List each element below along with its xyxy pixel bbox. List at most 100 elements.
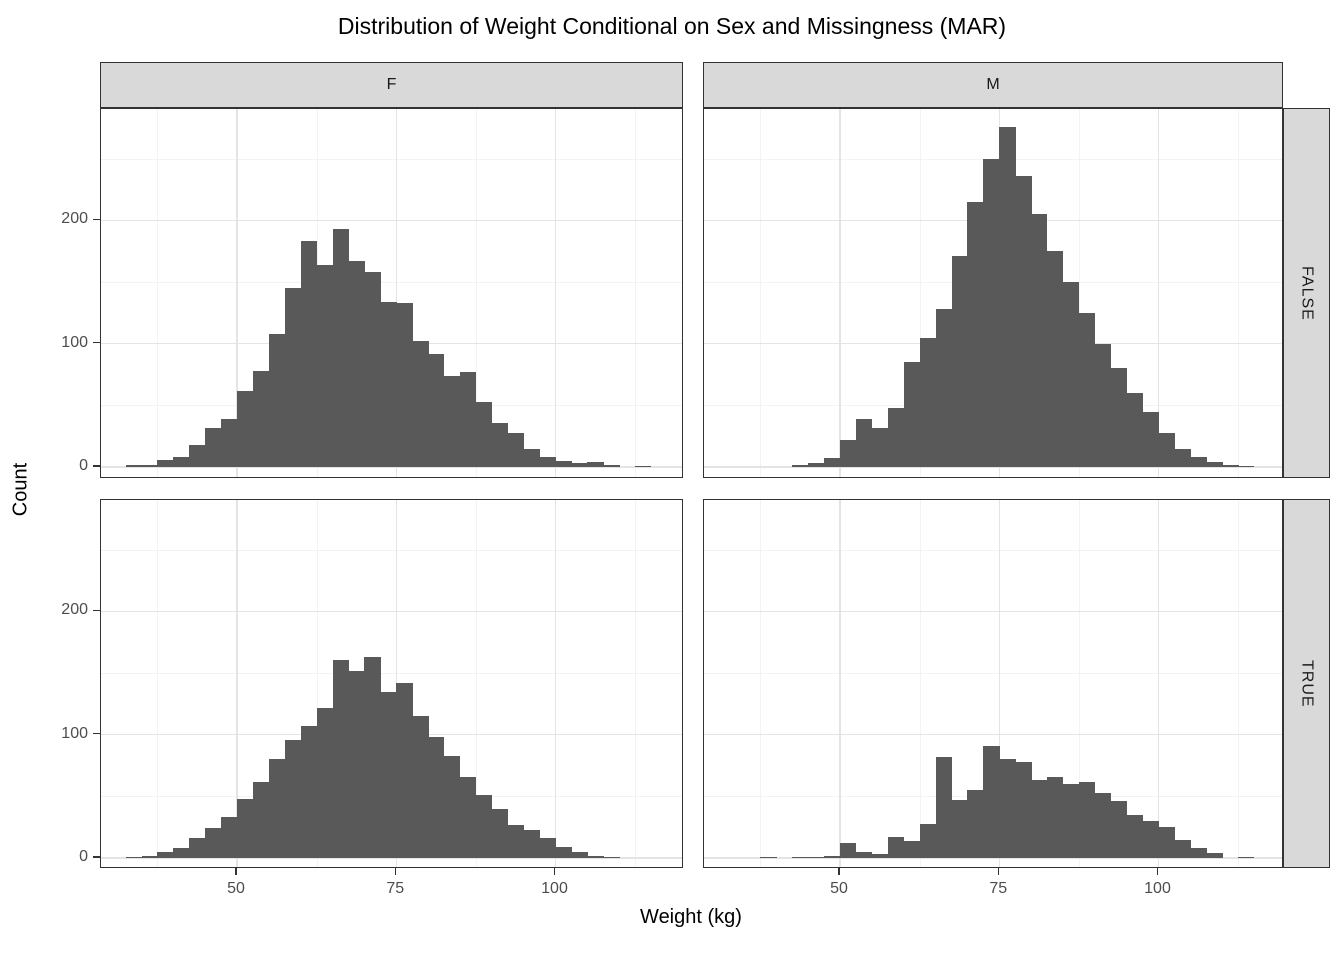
x-axis-tick-label: 75: [989, 880, 1008, 897]
histogram-bar: [1094, 792, 1112, 858]
gridline-major-x: [554, 109, 557, 477]
gridline-major-y: [704, 733, 1282, 736]
gridline-major-x: [1157, 500, 1160, 867]
histogram-bar: [364, 657, 381, 858]
histogram-bar: [252, 781, 270, 858]
histogram-bar: [173, 848, 190, 858]
histogram-bar: [364, 272, 381, 467]
histogram-bar: [539, 838, 556, 858]
facet-strip-missing-false: FALSE: [1283, 108, 1330, 478]
histogram-bar: [871, 854, 889, 858]
histogram-bar: [332, 659, 349, 858]
histogram-bar: [871, 427, 889, 467]
histogram-bar: [507, 432, 525, 467]
histogram-bar: [760, 856, 777, 858]
histogram-bar: [189, 444, 206, 467]
histogram-bar: [316, 264, 333, 467]
x-axis-tick-label: 100: [541, 880, 568, 897]
histogram-bar: [1142, 411, 1159, 467]
histogram-bar: [141, 855, 158, 858]
histogram-bar: [824, 458, 841, 467]
facet-strip-label-m: M: [986, 76, 1000, 93]
histogram-bar: [205, 828, 222, 858]
facet-strip-sex-m: M: [703, 62, 1283, 108]
histogram-bar: [824, 855, 841, 858]
histogram-bar: [460, 776, 477, 858]
x-axis-title: Weight (kg): [640, 906, 742, 928]
histogram-bar: [428, 737, 445, 858]
histogram-bar: [523, 448, 540, 467]
histogram-bar: [1110, 368, 1128, 467]
histogram-bar: [887, 837, 905, 858]
gridline-major-x: [554, 500, 557, 867]
y-axis-tick-label: 0: [79, 457, 88, 474]
histogram-bar: [635, 465, 652, 467]
gridline-minor-x: [1238, 500, 1240, 867]
facet-strip-label-true: TRUE: [1298, 659, 1316, 708]
panel-m-true: [703, 499, 1283, 868]
gridline-minor-x: [316, 500, 318, 867]
gridline-major-y: [704, 857, 1282, 859]
histogram-bar: [792, 464, 809, 467]
histogram-bar: [1047, 251, 1064, 467]
histogram-bar: [268, 759, 286, 858]
x-axis-tick: [553, 868, 556, 875]
histogram-bar: [1063, 282, 1080, 467]
histogram-bar: [840, 843, 857, 858]
histogram-bar: [1078, 312, 1096, 467]
histogram-bar: [412, 716, 429, 858]
gridline-major-x: [395, 109, 397, 477]
y-axis-tick-label: 200: [61, 601, 88, 619]
histogram-bar: [475, 795, 493, 858]
histogram-bar: [316, 707, 333, 858]
gridline-major-y: [101, 857, 682, 859]
histogram-bar: [141, 464, 158, 467]
gridline-minor-x: [1078, 500, 1080, 867]
histogram-bar: [808, 856, 825, 858]
histogram-bar: [587, 462, 604, 467]
histogram-bar: [268, 333, 286, 467]
histogram-bar: [603, 464, 620, 467]
histogram-bar: [460, 372, 477, 467]
histogram-bar: [221, 418, 238, 467]
histogram-bar: [983, 745, 1000, 858]
histogram-bar: [284, 739, 302, 858]
histogram-bar: [855, 418, 873, 467]
histogram-bar: [523, 829, 540, 858]
histogram-bar: [1063, 784, 1080, 858]
facet-strip-label-false: FALSE: [1298, 265, 1316, 321]
gridline-minor-x: [760, 500, 762, 867]
histogram-bar: [1015, 761, 1032, 858]
histogram-bar: [1238, 465, 1255, 467]
histogram-bar: [571, 851, 588, 858]
histogram-bar: [1222, 464, 1239, 467]
y-axis-tick-label: 100: [61, 333, 88, 351]
histogram-bar: [1142, 821, 1159, 858]
histogram-bar: [603, 856, 620, 858]
histogram-bar: [173, 457, 190, 467]
gridline-minor-x: [1238, 109, 1240, 477]
histogram-bar: [1174, 839, 1191, 858]
histogram-bar: [967, 790, 984, 858]
gridline-major-x: [236, 109, 238, 477]
gridline-minor-y: [101, 158, 682, 160]
histogram-bar: [1174, 448, 1191, 467]
histogram-bar: [571, 463, 588, 467]
gridline-minor-y: [704, 549, 1282, 551]
histogram-bar: [808, 463, 825, 467]
gridline-major-x: [1157, 109, 1160, 477]
histogram-bar: [284, 288, 302, 467]
gridline-minor-y: [101, 673, 682, 675]
panel-f-true: [100, 499, 683, 868]
gridline-minor-x: [919, 500, 921, 867]
histogram-bar: [1158, 827, 1175, 858]
histogram-bar: [237, 798, 254, 858]
histogram-bar: [919, 823, 936, 858]
histogram-bar: [491, 808, 509, 858]
y-axis-tick-label: 100: [61, 724, 88, 742]
x-axis-tick: [1156, 868, 1159, 875]
y-axis-tick: [93, 465, 100, 467]
facet-strip-sex-f: F: [100, 62, 683, 108]
histogram-bar: [444, 755, 461, 858]
